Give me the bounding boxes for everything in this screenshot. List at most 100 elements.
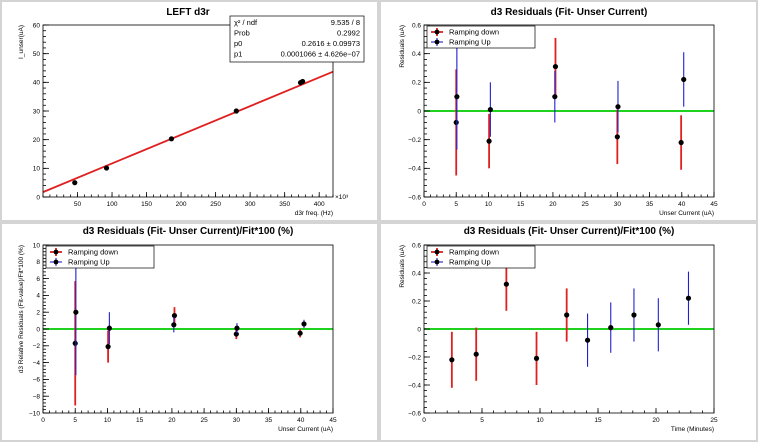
chart-panel-p4: d3 Residuals (Fit- Unser Current)/Fit*10… [381,224,756,440]
legend-box [426,245,536,269]
legend-marker [434,29,440,35]
x-exponent-label: ×10³ [335,194,349,201]
fit-line [42,70,334,193]
data-point [473,351,479,357]
legend-marker [434,39,440,45]
chart-panel-p3: d3 Residuals (Fit- Unser Current)/Fit*10… [2,224,377,440]
data-point [453,119,459,126]
x-tick-label: 10 [104,417,112,424]
data-point [533,355,540,361]
data-point [301,321,307,327]
x-tick-label: 20 [549,201,557,208]
x-tick-label: 5 [454,201,458,208]
x-axis-label: Unser Current (uA) [278,426,333,433]
stats-value: 0.2992 [337,29,360,38]
x-tick-label: 25 [581,201,589,208]
x-tick-label: 200 [176,201,187,208]
legend-entry: Ramping down [449,28,499,37]
x-tick-label: 0 [41,417,45,424]
series-ramping-up [454,43,687,150]
y-tick-label: −0.6 [408,410,421,417]
chart-title: d3 Residuals (Fit- Unser Current)/Fit*10… [464,226,675,237]
y-tick-label: 0.6 [412,22,421,29]
data-point [171,322,177,328]
chart-title: d3 Residuals (Fit- Unser Current)/Fit*10… [83,226,294,237]
plot-frame [42,244,334,414]
x-tick-label: 150 [141,201,152,208]
legend-entry: Ramping Up [68,258,110,267]
x-axis-label: Unser Current (uA) [659,210,714,217]
x-axis-label: d3r freq. (Hz) [295,210,333,217]
x-tick-label: 5 [480,417,484,424]
data-point [233,331,239,337]
x-tick-label: 15 [594,417,602,424]
legend-marker [434,259,440,265]
series-ramping-up [73,249,307,376]
x-tick-label: 20 [168,417,176,424]
stats-box-frame [229,15,365,63]
data-point [72,180,78,186]
data-point [103,165,110,171]
legend-marker [53,259,59,265]
x-tick-label: 0 [422,417,426,424]
data-point [449,357,455,363]
data-point [552,94,558,100]
data-point [454,94,460,100]
x-axis-label: Time (Minutes) [671,426,714,433]
data-point [615,104,621,110]
y-axis-label: I_unser(uA) [18,25,25,59]
y-tick-label: −6 [33,377,41,384]
x-tick-label: 45 [329,417,337,424]
y-tick-label: 0 [36,194,40,201]
legend-entry: Ramping down [68,248,118,257]
series-ramping-down [72,281,303,406]
data-point [300,78,306,85]
series-ramping-up [584,271,692,367]
x-tick-label: 25 [200,417,208,424]
x-tick-label: 50 [74,201,82,208]
data-point [171,312,178,319]
data-point [552,63,559,70]
data-point [72,340,78,346]
data-point [234,325,240,331]
x-tick-label: 10 [485,201,493,208]
x-tick-label: 35 [646,201,654,208]
data-point [73,309,79,315]
chart-title: LEFT d3r [166,7,209,18]
chart-panel-p1: LEFT d3r 50 100 150 200 250 300 350 400 0 10 20 30 40… [2,2,377,220]
legend-box [45,245,155,269]
data-point [614,134,620,140]
stats-value: 9.535 / 8 [331,18,360,27]
y-tick-label: −0.2 [408,137,421,144]
x-tick-label: 100 [107,201,118,208]
data-point [168,136,175,142]
y-tick-label: −2 [33,343,41,350]
x-tick-label: 350 [279,201,290,208]
x-tick-label: 5 [73,417,77,424]
legend-marker [53,249,59,255]
legend-entry: Ramping down [449,248,499,257]
y-tick-label: 0.2 [412,298,421,305]
data-point [678,139,684,146]
data-point [584,337,591,343]
plot-frame [423,24,715,198]
stats-name: χ² / ndf [234,18,258,27]
x-tick-label: 10 [536,417,544,424]
y-tick-label: 40 [33,80,41,87]
legend-entry: Ramping Up [449,38,491,47]
x-tick-label: 20 [652,417,660,424]
data-point [685,295,692,301]
data-point [503,281,509,287]
x-tick-label: 40 [297,417,305,424]
y-tick-label: 10 [33,242,41,249]
y-tick-label: −0.4 [408,166,421,173]
y-axis-label: Residuals (uA) [399,245,406,288]
chart-panel-p2: d3 Residuals (Fit- Unser Current) 0 5 10 15 2… [381,2,756,220]
data-point [106,325,112,331]
x-tick-label: 25 [710,417,718,424]
x-tick-label: 40 [678,201,686,208]
stats-name: Prob [234,29,250,38]
data-point [631,312,637,318]
